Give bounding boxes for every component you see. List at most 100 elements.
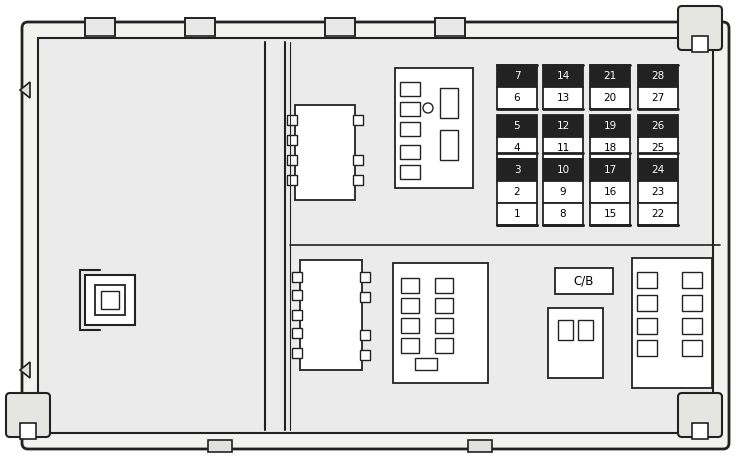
Text: 10: 10 xyxy=(557,165,569,175)
Bar xyxy=(400,145,420,159)
Bar xyxy=(292,290,302,300)
Text: C/B: C/B xyxy=(574,274,594,287)
Bar xyxy=(393,263,488,383)
Bar xyxy=(638,115,678,137)
Text: 25: 25 xyxy=(651,143,665,153)
Bar xyxy=(543,181,583,203)
Bar xyxy=(692,36,708,52)
FancyBboxPatch shape xyxy=(678,6,722,50)
Bar xyxy=(497,181,537,203)
Bar xyxy=(558,320,573,340)
Text: 23: 23 xyxy=(651,187,665,197)
Bar xyxy=(638,203,678,225)
Bar xyxy=(468,440,492,452)
Bar xyxy=(543,159,583,181)
Text: 9: 9 xyxy=(560,187,566,197)
Bar xyxy=(638,137,678,159)
Bar xyxy=(543,137,583,159)
Bar xyxy=(435,318,453,333)
Bar xyxy=(360,272,370,282)
Bar xyxy=(185,18,215,36)
Bar xyxy=(497,203,537,225)
Bar xyxy=(400,82,420,96)
FancyBboxPatch shape xyxy=(6,393,50,437)
Bar xyxy=(590,137,630,159)
Bar xyxy=(85,18,115,36)
Bar xyxy=(395,68,473,188)
Bar xyxy=(353,155,363,165)
Text: 13: 13 xyxy=(557,93,570,103)
Bar xyxy=(638,87,678,109)
Bar xyxy=(590,65,630,87)
Bar xyxy=(638,65,678,87)
Bar xyxy=(632,258,712,388)
Bar xyxy=(300,260,362,370)
Bar xyxy=(543,115,583,137)
Circle shape xyxy=(423,103,433,113)
Bar xyxy=(555,268,613,294)
Bar xyxy=(497,87,537,109)
Bar xyxy=(415,358,437,370)
Text: 3: 3 xyxy=(514,165,520,175)
Text: 15: 15 xyxy=(604,209,617,219)
Text: 22: 22 xyxy=(651,209,665,219)
Bar xyxy=(682,295,702,311)
Bar xyxy=(682,318,702,334)
Text: 16: 16 xyxy=(604,187,617,197)
Bar xyxy=(292,328,302,338)
Bar xyxy=(360,292,370,302)
Bar xyxy=(637,272,657,288)
Text: 12: 12 xyxy=(557,121,570,131)
Bar xyxy=(440,130,458,160)
Bar xyxy=(637,340,657,356)
Bar xyxy=(578,320,593,340)
Bar xyxy=(590,115,630,137)
Text: 18: 18 xyxy=(604,143,617,153)
Bar xyxy=(682,340,702,356)
FancyBboxPatch shape xyxy=(22,22,729,449)
Bar xyxy=(638,159,678,181)
Text: 8: 8 xyxy=(560,209,566,219)
Bar xyxy=(208,440,232,452)
Bar xyxy=(400,165,420,179)
Text: 11: 11 xyxy=(557,143,570,153)
Bar xyxy=(435,298,453,313)
Bar xyxy=(292,348,302,358)
Bar xyxy=(295,105,355,200)
Bar xyxy=(360,350,370,360)
Bar xyxy=(353,175,363,185)
Text: 20: 20 xyxy=(604,93,616,103)
Bar xyxy=(287,135,297,145)
Text: 14: 14 xyxy=(557,71,570,81)
Bar xyxy=(353,115,363,125)
Bar xyxy=(85,275,135,325)
Bar xyxy=(637,318,657,334)
Text: 7: 7 xyxy=(514,71,520,81)
Bar xyxy=(435,18,465,36)
Polygon shape xyxy=(20,362,30,378)
Text: 6: 6 xyxy=(514,93,520,103)
Text: 19: 19 xyxy=(604,121,617,131)
Text: 24: 24 xyxy=(651,165,665,175)
Bar xyxy=(548,308,603,378)
Text: 28: 28 xyxy=(651,71,665,81)
Bar xyxy=(497,159,537,181)
Bar xyxy=(497,115,537,137)
FancyBboxPatch shape xyxy=(678,393,722,437)
Bar xyxy=(292,310,302,320)
Bar xyxy=(401,298,419,313)
Bar xyxy=(95,285,125,315)
Bar xyxy=(401,278,419,293)
Bar xyxy=(401,318,419,333)
Bar xyxy=(638,181,678,203)
Bar xyxy=(292,272,302,282)
Text: 26: 26 xyxy=(651,121,665,131)
Bar xyxy=(400,102,420,116)
Text: 2: 2 xyxy=(514,187,520,197)
Bar xyxy=(401,338,419,353)
Bar xyxy=(38,38,713,433)
Bar xyxy=(400,122,420,136)
Bar xyxy=(692,423,708,439)
Text: 21: 21 xyxy=(604,71,617,81)
Bar xyxy=(497,137,537,159)
